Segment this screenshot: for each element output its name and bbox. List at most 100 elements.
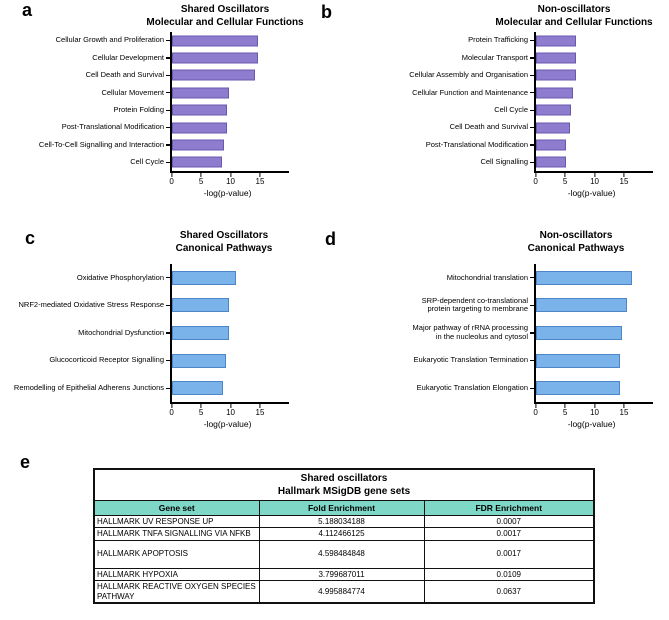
category-label: Cell Cycle <box>130 157 164 167</box>
x-tick-label: 5 <box>562 177 568 187</box>
column-header: Fold Enrichment <box>258 499 425 516</box>
y-axis-line <box>534 264 536 402</box>
category-label: Remodelling of Epithelial Adherens Junct… <box>13 382 164 392</box>
x-tick-label: 15 <box>255 408 265 418</box>
bar-chart-shared-oscillators-pathways: Oxidative Phosphorylation NRF2-mediated O… <box>1 264 289 429</box>
bar-row: NRF2-mediated Oxidative Stress Response <box>1 292 284 320</box>
category-tick <box>530 126 534 129</box>
x-tick-label: 15 <box>619 177 629 187</box>
bar <box>535 156 566 168</box>
bar-row: Oxidative Phosphorylation <box>1 264 284 292</box>
category-tick <box>530 144 534 146</box>
category-label: Glucocorticoid Receptor Signalling <box>49 355 164 365</box>
bar-row: Protein Folding <box>1 102 284 119</box>
bar <box>535 298 627 313</box>
chart-title-line1: Shared Oscillators <box>179 230 269 241</box>
bar <box>171 353 227 368</box>
bar-row: Cell Death and Survival <box>336 119 648 136</box>
bar <box>171 270 237 285</box>
table-title-line2: Hallmark MSigDB gene sets <box>277 485 411 497</box>
category-tick <box>530 92 534 94</box>
category-tick <box>166 161 170 163</box>
x-tick-label: 5 <box>198 177 204 187</box>
bar-track <box>171 67 284 84</box>
table-cell: 0.0017 <box>423 539 595 569</box>
bar <box>171 35 259 47</box>
category-tick <box>530 109 534 111</box>
category-label: Molecular Transport <box>461 52 528 62</box>
category-tick <box>530 332 534 334</box>
x-axis-line <box>534 171 653 173</box>
x-tick-label: 0 <box>533 177 538 187</box>
chart-title-line2: Canonical Pathways <box>527 242 625 254</box>
bar <box>171 52 259 64</box>
bar-row: Post-Translational Modification <box>336 136 648 153</box>
bar-row: Cell Cycle <box>336 102 648 119</box>
x-axis-ticks: 0 5 10 15 <box>533 172 648 187</box>
bar-row: Cell Cycle <box>1 154 284 171</box>
bar <box>535 381 620 396</box>
category-label: Mitochondrial translation <box>446 272 528 282</box>
bar-row: Remodelling of Epithelial Adherens Junct… <box>1 374 284 402</box>
bar-track <box>535 374 648 402</box>
category-label: Cellular Growth and Proliferation <box>55 35 164 45</box>
bar-row: Cell Signalling <box>336 154 648 171</box>
y-axis-line <box>170 32 172 171</box>
bars-area: Oxidative Phosphorylation NRF2-mediated O… <box>1 264 284 402</box>
chart-title-line1: Non-oscillators <box>537 4 611 15</box>
bar-row: Eukaryotic Translation Elongation <box>336 374 648 402</box>
x-tick-mark <box>623 172 625 177</box>
table-cell: 3.799687011 <box>258 567 425 581</box>
chart-title-line1: Shared Oscillators <box>180 4 270 15</box>
table-cell: 0.0017 <box>423 527 595 541</box>
bar <box>535 35 576 47</box>
gene-set-table: Shared oscillators Hallmark MSigDB gene s… <box>93 468 596 604</box>
bar <box>535 52 576 64</box>
bar-chart-shared-oscillators-functions: Cellular Growth and Proliferation Cellula… <box>1 32 289 198</box>
x-axis-label: -log(p-value) <box>203 418 252 429</box>
column-header: FDR Enrichment <box>423 499 595 516</box>
bar <box>535 139 567 151</box>
bars-area: Protein Trafficking Molecular Transport Ce… <box>336 32 648 171</box>
category-tick <box>530 359 534 362</box>
x-tick-label: 5 <box>198 408 204 418</box>
table-row: HALLMARK UV RESPONSE UP 5.188034188 0.0007 <box>93 514 595 528</box>
bar-chart-non-oscillators-pathways: Mitochondrial translation SRP-dependent c… <box>336 264 653 429</box>
category-label: Eukaryotic Translation Elongation <box>416 382 528 392</box>
bar-row: Cell Death and Survival <box>1 67 284 84</box>
x-tick-label: 0 <box>533 408 538 418</box>
bar-track <box>171 347 284 375</box>
table-row: HALLMARK HYPOXIA 3.799687011 0.0109 <box>93 567 595 581</box>
category-tick <box>166 126 170 129</box>
category-tick <box>166 74 170 77</box>
category-tick <box>166 144 170 146</box>
bar <box>535 69 576 81</box>
category-tick <box>530 161 534 163</box>
x-axis-ticks: 0 5 10 15 <box>533 403 648 418</box>
category-tick <box>530 74 534 77</box>
bar-track <box>171 292 284 320</box>
x-tick-mark <box>259 172 261 177</box>
x-tick-label: 0 <box>169 408 174 418</box>
bar <box>171 69 256 81</box>
table-cell: 0.0007 <box>423 514 595 528</box>
table-cell: 0.0637 <box>423 580 595 604</box>
category-label: Cell Death and Survival <box>85 70 164 80</box>
bar <box>535 104 571 116</box>
bar-track <box>171 154 284 171</box>
gene-set-table-body: Shared oscillators Hallmark MSigDB gene s… <box>93 468 595 604</box>
bar <box>171 156 223 168</box>
bar-track <box>535 102 648 119</box>
category-label: Cell Death and Survival <box>449 122 528 132</box>
bar-row: Cellular Assembly and Organisation <box>336 67 648 84</box>
table-cell: HALLMARK HYPOXIA <box>93 567 260 581</box>
category-tick <box>166 92 170 94</box>
x-tick-label: 0 <box>169 177 174 187</box>
x-tick-label: 10 <box>590 408 599 418</box>
table-row: HALLMARK TNFA SIGNALLING VIA NFKB 4.11246… <box>93 527 595 541</box>
x-tick-mark <box>564 403 566 408</box>
bar-row: Protein Trafficking <box>336 32 648 49</box>
x-tick-label: 10 <box>590 177 599 187</box>
category-label: Cellular Development <box>92 52 164 62</box>
